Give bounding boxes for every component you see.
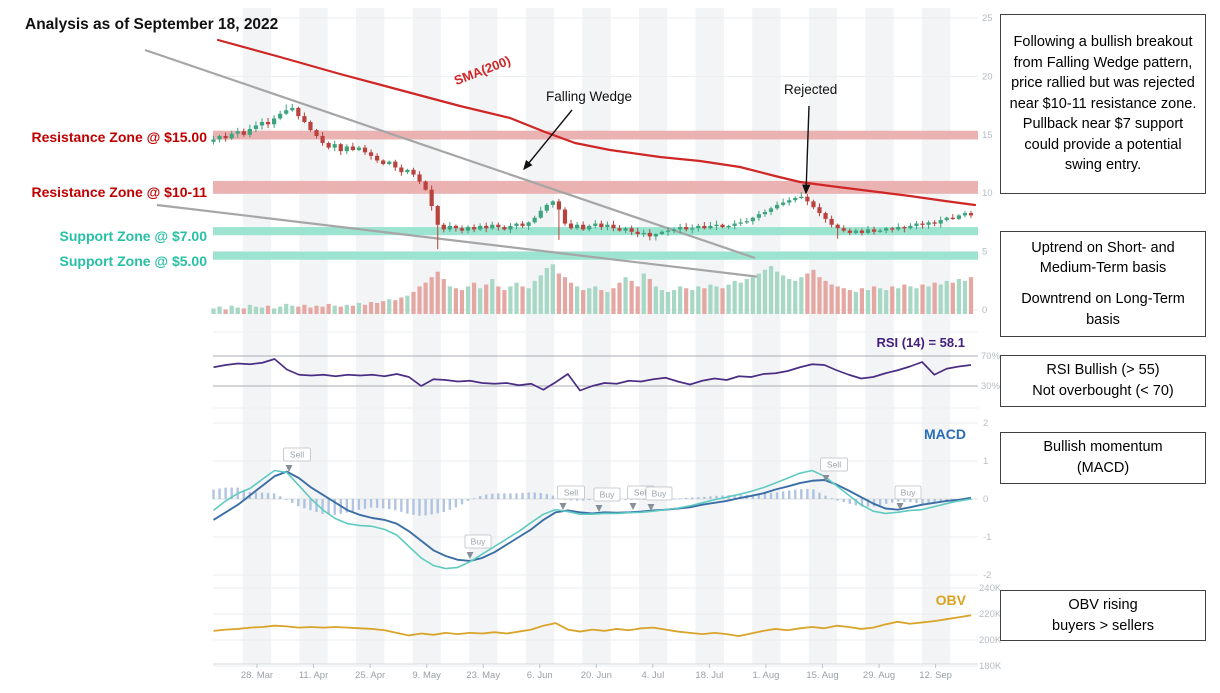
svg-text:15: 15 — [982, 130, 993, 141]
svg-text:15. Aug: 15. Aug — [806, 670, 838, 681]
svg-text:Buy: Buy — [901, 488, 916, 498]
svg-text:18. Jul: 18. Jul — [695, 670, 723, 681]
svg-text:1. Aug: 1. Aug — [752, 670, 779, 681]
svg-text:20. Jun: 20. Jun — [581, 670, 612, 681]
page-title: Analysis as of September 18, 2022 — [25, 16, 279, 33]
svg-text:Sell: Sell — [290, 450, 304, 460]
obv-note-line-1: OBV rising — [1068, 596, 1138, 613]
svg-text:9. May: 9. May — [412, 670, 441, 681]
svg-text:20: 20 — [982, 71, 993, 82]
svg-text:25: 25 — [982, 13, 993, 24]
rsi-value-label: RSI (14) = 58.1 — [876, 335, 965, 350]
resistance-zone-10-11-label: Resistance Zone @ $10-11 — [31, 184, 207, 200]
obv-panel-label: OBV — [935, 592, 966, 608]
svg-text:28. Mar: 28. Mar — [241, 670, 273, 681]
svg-text:0: 0 — [983, 494, 988, 505]
obv-note-box: OBV rising buyers > sellers — [1000, 590, 1206, 641]
trend-note-line-1: Uptrend on Short- and Medium-Term basis — [1031, 239, 1175, 277]
svg-text:2: 2 — [983, 418, 988, 429]
svg-text:Buy: Buy — [600, 490, 615, 500]
svg-text:240K: 240K — [979, 583, 1002, 594]
trend-note-line-2: Downtrend on Long-Term basis — [1021, 291, 1185, 328]
svg-text:0: 0 — [982, 305, 987, 316]
macd-note-box: Bullish momentum (MACD) — [1000, 432, 1206, 484]
summary-note-box: Following a bullish breakout from Fallin… — [1000, 14, 1206, 194]
svg-text:10: 10 — [982, 188, 993, 199]
svg-text:70%: 70% — [981, 351, 1001, 362]
svg-text:4. Jul: 4. Jul — [641, 670, 664, 681]
svg-text:Buy: Buy — [471, 537, 486, 547]
trend-note-box: Uptrend on Short- and Medium-Term basis … — [1000, 231, 1206, 337]
macd-note-line-1: Bullish momentum — [1043, 439, 1163, 456]
support-zone-5-label: Support Zone @ $5.00 — [59, 253, 207, 269]
svg-text:1: 1 — [983, 456, 988, 467]
svg-text:12. Sep: 12. Sep — [919, 670, 952, 681]
falling-wedge-annotation: Falling Wedge — [546, 89, 633, 104]
macd-note-line-2: (MACD) — [1076, 460, 1130, 476]
svg-text:Sell: Sell — [827, 460, 841, 470]
svg-text:Buy: Buy — [652, 489, 667, 499]
svg-text:11. Apr: 11. Apr — [299, 670, 328, 681]
rsi-note-box: RSI Bullish (> 55) Not overbought (< 70) — [1000, 355, 1206, 407]
svg-text:Sell: Sell — [564, 488, 578, 498]
svg-text:-2: -2 — [983, 570, 991, 581]
svg-text:29. Aug: 29. Aug — [863, 670, 895, 681]
svg-text:23. May: 23. May — [466, 670, 500, 681]
svg-text:6. Jun: 6. Jun — [527, 670, 553, 681]
macd-panel-label: MACD — [924, 426, 966, 442]
svg-text:Sell: Sell — [634, 488, 648, 498]
svg-text:200K: 200K — [979, 635, 1002, 646]
rsi-note-line-2: Not overbought (< 70) — [1032, 383, 1174, 399]
svg-text:5: 5 — [982, 247, 987, 258]
obv-note-line-2: buyers > sellers — [1052, 617, 1154, 634]
summary-note-text: Following a bullish breakout from Fallin… — [1009, 33, 1197, 174]
rsi-note-line-1: RSI Bullish (> 55) — [1046, 362, 1160, 379]
svg-text:30%: 30% — [981, 381, 1001, 392]
svg-text:180K: 180K — [979, 661, 1002, 672]
svg-text:-1: -1 — [983, 532, 991, 543]
support-zone-7-label: Support Zone @ $7.00 — [59, 228, 207, 244]
rejected-annotation: Rejected — [784, 82, 838, 97]
resistance-zone-15-label: Resistance Zone @ $15.00 — [31, 129, 207, 145]
svg-text:25. Apr: 25. Apr — [355, 670, 385, 681]
svg-text:220K: 220K — [979, 609, 1002, 620]
